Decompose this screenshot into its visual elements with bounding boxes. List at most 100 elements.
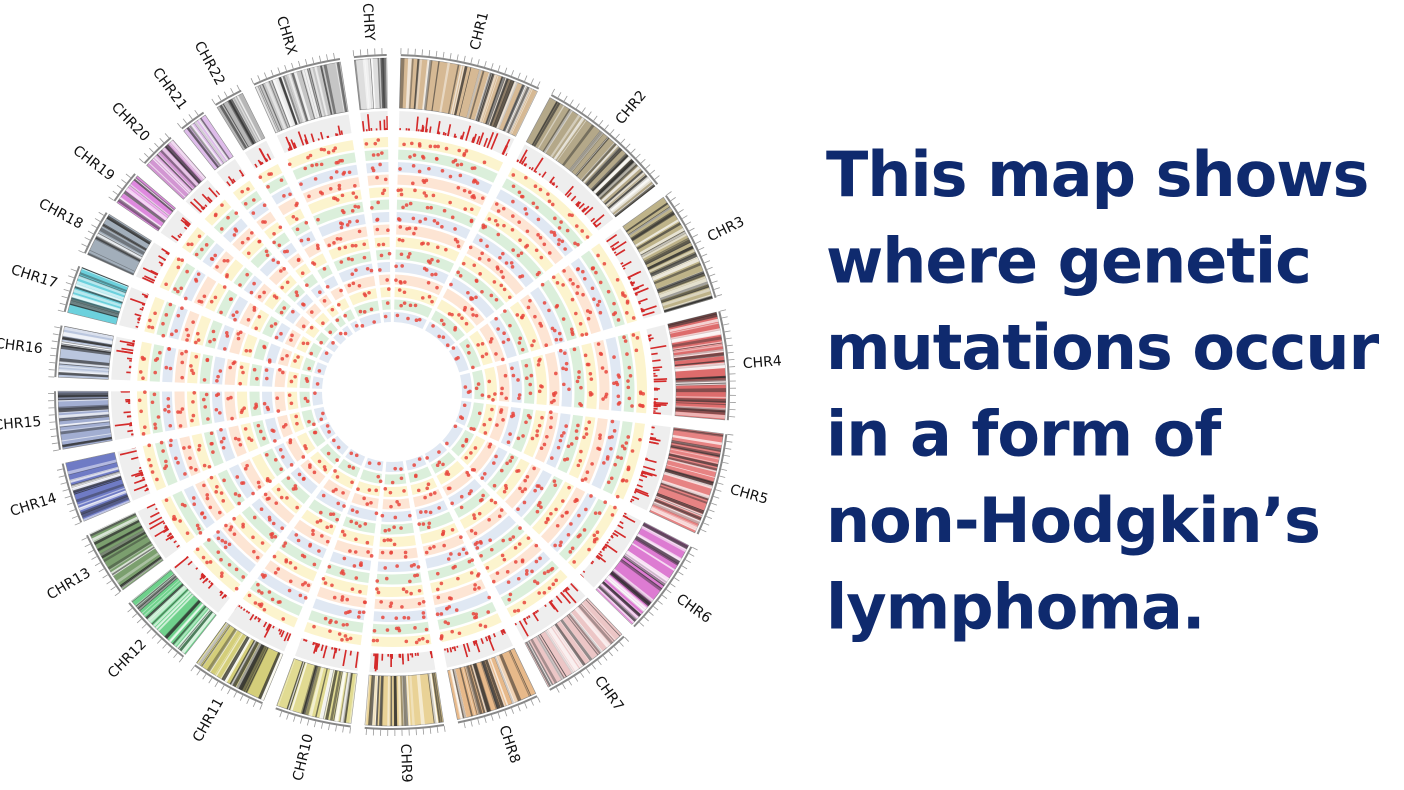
hist-bar bbox=[154, 527, 169, 538]
mutation bbox=[589, 494, 593, 498]
mutation bbox=[291, 215, 296, 219]
tick bbox=[685, 559, 691, 563]
mutation bbox=[456, 576, 460, 581]
band bbox=[675, 382, 726, 385]
band bbox=[535, 636, 562, 681]
mutation bbox=[293, 566, 298, 570]
band bbox=[612, 568, 654, 603]
band bbox=[494, 655, 516, 704]
mutation bbox=[273, 439, 277, 443]
mutation bbox=[610, 419, 615, 424]
band bbox=[160, 149, 197, 188]
mutation bbox=[470, 558, 474, 562]
hist-bar bbox=[501, 145, 508, 155]
hist-bar bbox=[653, 372, 656, 375]
caption-line: mutations occur bbox=[826, 311, 1380, 384]
mutation bbox=[234, 211, 239, 215]
mutation bbox=[579, 385, 583, 390]
band bbox=[653, 262, 702, 285]
band bbox=[390, 675, 393, 727]
mutation bbox=[580, 333, 585, 337]
hist-bar bbox=[391, 653, 393, 659]
mutation bbox=[341, 491, 345, 495]
mutation bbox=[576, 463, 581, 468]
tick bbox=[146, 628, 152, 634]
band bbox=[125, 189, 167, 221]
mutation bbox=[403, 280, 407, 285]
hist-bar bbox=[653, 374, 658, 377]
hist-bar bbox=[231, 181, 234, 185]
tick bbox=[112, 190, 118, 195]
mutation bbox=[337, 246, 342, 251]
mutation bbox=[565, 510, 569, 515]
mutation bbox=[336, 302, 341, 307]
mutation bbox=[354, 268, 358, 272]
mutation bbox=[273, 570, 278, 575]
band bbox=[89, 512, 136, 535]
mutation bbox=[268, 479, 272, 484]
mutation bbox=[248, 349, 252, 353]
mutation bbox=[207, 538, 211, 542]
mutation bbox=[246, 236, 250, 241]
mutation bbox=[480, 497, 484, 502]
hist-bar bbox=[478, 132, 485, 146]
band bbox=[423, 60, 431, 110]
mutation bbox=[594, 270, 598, 275]
hist-bar bbox=[137, 318, 141, 322]
track bbox=[279, 539, 322, 570]
hist-bar bbox=[179, 233, 183, 237]
mutation bbox=[361, 610, 366, 615]
band bbox=[450, 65, 463, 115]
tick bbox=[678, 209, 684, 213]
band bbox=[135, 177, 175, 211]
band bbox=[648, 249, 695, 273]
hist-bar bbox=[146, 293, 149, 295]
mutation bbox=[517, 542, 522, 546]
mutation bbox=[552, 328, 557, 333]
hist-bar bbox=[505, 154, 507, 157]
mutation bbox=[606, 480, 611, 485]
mutation bbox=[538, 556, 542, 561]
hist-bar bbox=[320, 644, 324, 652]
mutation bbox=[179, 286, 184, 291]
mutation bbox=[319, 510, 323, 515]
band bbox=[131, 570, 172, 603]
mutation bbox=[631, 316, 636, 320]
track bbox=[187, 391, 200, 428]
mutation bbox=[288, 560, 293, 565]
mutation bbox=[476, 573, 480, 578]
mutation bbox=[240, 189, 245, 194]
mutation bbox=[372, 629, 377, 633]
mutation bbox=[456, 244, 461, 249]
band bbox=[585, 147, 623, 187]
track bbox=[274, 391, 287, 413]
tick bbox=[551, 88, 556, 95]
mutation bbox=[539, 255, 544, 260]
mutation bbox=[262, 203, 267, 208]
hist-bar bbox=[606, 234, 618, 243]
band bbox=[447, 64, 460, 114]
mutation bbox=[224, 523, 228, 528]
mutation bbox=[318, 518, 323, 523]
mutation bbox=[209, 431, 214, 436]
mutation bbox=[470, 467, 475, 472]
mutation bbox=[435, 571, 440, 576]
track bbox=[408, 466, 432, 483]
band bbox=[621, 559, 663, 590]
mutation bbox=[574, 224, 579, 228]
band bbox=[172, 605, 207, 645]
band bbox=[261, 83, 283, 131]
mutation bbox=[247, 436, 251, 441]
band bbox=[670, 446, 720, 458]
mutation bbox=[539, 324, 544, 328]
track bbox=[395, 262, 449, 284]
band bbox=[196, 622, 227, 664]
mutation bbox=[408, 155, 412, 159]
mutation bbox=[487, 517, 491, 522]
band bbox=[133, 178, 174, 213]
mutation bbox=[444, 472, 449, 476]
track bbox=[192, 315, 212, 346]
mutation bbox=[235, 475, 240, 479]
mutation bbox=[388, 490, 393, 495]
hist-bar bbox=[417, 652, 419, 656]
